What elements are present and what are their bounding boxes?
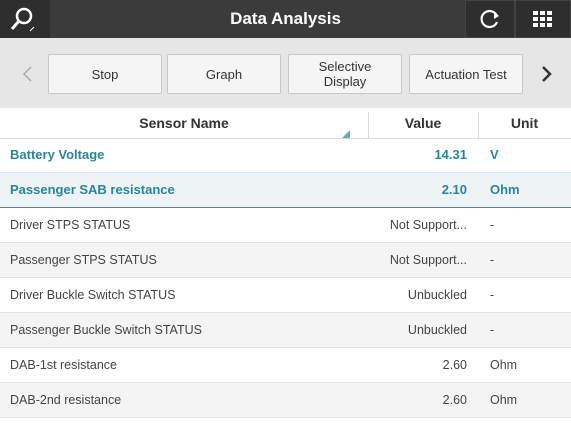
refresh-button[interactable] [465, 0, 515, 38]
toolbar: Stop Graph Selective Display Actuation Test [0, 38, 571, 108]
sensor-name: Passenger SAB resistance [10, 182, 175, 197]
search-button[interactable] [0, 0, 50, 38]
table-row[interactable]: DAB-1st resistance 2.60 Ohm [0, 348, 571, 383]
table-row[interactable]: Passenger STPS STATUS Not Support... - [0, 243, 571, 278]
sensor-name: Passenger Buckle Switch STATUS [10, 323, 202, 337]
table-row[interactable]: Passenger Buckle Switch STATUS Unbuckled - [0, 313, 571, 348]
sensor-value: 14.31 [434, 147, 467, 162]
sensor-name: DAB-1st resistance [10, 358, 117, 372]
column-header[interactable]: Unit [510, 115, 539, 131]
scroll-right-button[interactable] [536, 62, 556, 86]
column-separator [368, 112, 369, 138]
sensor-unit: Ohm [490, 358, 518, 372]
sensor-name: Driver STPS STATUS [10, 218, 131, 232]
toolbar-button[interactable]: Actuation Test [409, 54, 523, 94]
sensor-unit: - [490, 253, 495, 267]
toolbar-button[interactable]: Selective Display [288, 54, 402, 94]
table-row[interactable]: DAB-2nd resistance 2.60 Ohm [0, 383, 571, 418]
sensor-value: 2.10 [441, 182, 467, 197]
sensor-value: Unbuckled [407, 323, 467, 337]
sensor-unit: Ohm [490, 182, 520, 197]
sensor-value: 2.60 [442, 358, 467, 372]
sensor-name: DAB-2nd resistance [10, 393, 122, 407]
sensor-value: Not Support... [389, 253, 467, 267]
table-row[interactable]: Passenger SAB resistance 2.10 Ohm [0, 173, 571, 208]
table-header: Sensor Name Value Unit [0, 108, 571, 139]
sensor-value: Unbuckled [407, 288, 467, 302]
page-title: Data Analysis [230, 9, 341, 28]
table-row[interactable]: Driver STPS STATUS Not Support... - [0, 208, 571, 243]
sensor-value: Not Support... [389, 218, 467, 232]
sensor-name: Passenger STPS STATUS [10, 253, 157, 267]
toolbar-button[interactable]: Stop [48, 54, 162, 94]
toolbar-button[interactable]: Graph [167, 54, 281, 94]
column-separator [478, 112, 479, 138]
table-row[interactable]: Battery Voltage 14.31 V [0, 138, 571, 173]
table-row[interactable]: Driver Buckle Switch STATUS Unbuckled - [0, 278, 571, 313]
sensor-name: Battery Voltage [10, 147, 105, 162]
sensor-name: Driver Buckle Switch STATUS [10, 288, 176, 302]
top-bar: Data Analysis [0, 0, 571, 38]
sensor-unit: - [490, 218, 495, 232]
sensor-value: 2.60 [442, 393, 467, 407]
sensor-unit: Ohm [490, 393, 518, 407]
sort-indicator [342, 130, 350, 138]
menu-grid-button[interactable] [515, 0, 571, 38]
sensor-unit: - [490, 288, 495, 302]
sensor-unit: - [490, 323, 495, 337]
scroll-left-button[interactable] [18, 62, 38, 86]
column-header[interactable]: Sensor Name [139, 115, 229, 131]
sensor-unit: V [490, 147, 499, 162]
column-header[interactable]: Value [404, 115, 442, 131]
